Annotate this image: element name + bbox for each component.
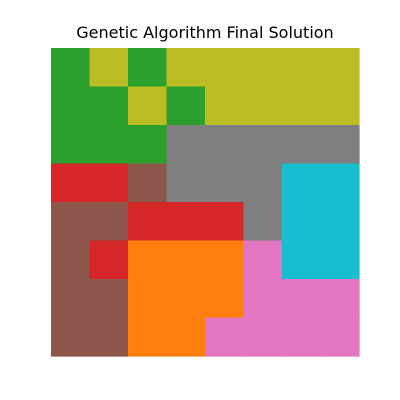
heatmap-cell-r3-c4 — [205, 163, 245, 203]
heatmap-cell-r0-c4 — [205, 48, 245, 88]
heatmap-cell-r1-c7 — [320, 86, 360, 126]
heatmap-cell-r3-c2 — [128, 163, 168, 203]
heatmap-cell-r1-c0 — [51, 86, 91, 126]
heatmap-cell-r6-c2 — [128, 279, 168, 319]
heatmap-cell-r4-c6 — [282, 202, 322, 242]
heatmap-cell-r3-c1 — [89, 163, 129, 203]
heatmap-cell-r3-c6 — [282, 163, 322, 203]
heatmap-cell-r3-c3 — [166, 163, 206, 203]
heatmap-cell-r2-c4 — [205, 125, 245, 165]
heatmap-cell-r5-c5 — [243, 240, 283, 280]
heatmap-cell-r6-c4 — [205, 279, 245, 319]
heatmap-cells — [51, 48, 360, 357]
heatmap-cell-r2-c2 — [128, 125, 168, 165]
heatmap-cell-r5-c0 — [51, 240, 91, 280]
heatmap-cell-r6-c6 — [282, 279, 322, 319]
heatmap-cell-r0-c2 — [128, 48, 168, 88]
heatmap-cell-r7-c4 — [205, 317, 245, 357]
chart-title: Genetic Algorithm Final Solution — [76, 23, 334, 42]
heatmap-cell-r5-c3 — [166, 240, 206, 280]
heatmap-cell-r6-c1 — [89, 279, 129, 319]
heatmap-cell-r2-c1 — [89, 125, 129, 165]
heatmap-cell-r3-c5 — [243, 163, 283, 203]
heatmap-cell-r2-c3 — [166, 125, 206, 165]
heatmap-cell-r1-c2 — [128, 86, 168, 126]
heatmap-cell-r5-c6 — [282, 240, 322, 280]
heatmap-cell-r3-c7 — [320, 163, 360, 203]
heatmap-cell-r4-c1 — [89, 202, 129, 242]
heatmap-cell-r4-c4 — [205, 202, 245, 242]
heatmap-cell-r2-c6 — [282, 125, 322, 165]
heatmap-cell-r5-c1 — [89, 240, 129, 280]
heatmap-cell-r6-c5 — [243, 279, 283, 319]
heatmap-cell-r7-c0 — [51, 317, 91, 357]
heatmap-cell-r6-c0 — [51, 279, 91, 319]
heatmap-cell-r0-c3 — [166, 48, 206, 88]
heatmap-cell-r1-c4 — [205, 86, 245, 126]
heatmap-cell-r5-c2 — [128, 240, 168, 280]
heatmap-cell-r0-c0 — [51, 48, 91, 88]
heatmap-cell-r6-c3 — [166, 279, 206, 319]
heatmap-cell-r1-c6 — [282, 86, 322, 126]
heatmap-cell-r0-c7 — [320, 48, 360, 88]
heatmap-cell-r1-c1 — [89, 86, 129, 126]
heatmap-cell-r0-c5 — [243, 48, 283, 88]
heatmap-cell-r1-c5 — [243, 86, 283, 126]
heatmap-cell-r7-c5 — [243, 317, 283, 357]
heatmap-cell-r2-c0 — [51, 125, 91, 165]
heatmap-cell-r0-c1 — [89, 48, 129, 88]
heatmap-cell-r7-c3 — [166, 317, 206, 357]
heatmap-cell-r3-c0 — [51, 163, 91, 203]
heatmap-cell-r2-c7 — [320, 125, 360, 165]
heatmap-cell-r7-c6 — [282, 317, 322, 357]
heatmap-cell-r2-c5 — [243, 125, 283, 165]
heatmap-cell-r4-c5 — [243, 202, 283, 242]
heatmap-cell-r4-c2 — [128, 202, 168, 242]
heatmap-cell-r4-c0 — [51, 202, 91, 242]
heatmap-cell-r0-c6 — [282, 48, 322, 88]
heatmap-cell-r7-c7 — [320, 317, 360, 357]
heatmap-cell-r4-c7 — [320, 202, 360, 242]
heatmap-cell-r5-c4 — [205, 240, 245, 280]
heatmap-cell-r7-c2 — [128, 317, 168, 357]
heatmap-cell-r4-c3 — [166, 202, 206, 242]
heatmap-cell-r6-c7 — [320, 279, 360, 319]
heatmap-cell-r5-c7 — [320, 240, 360, 280]
heatmap-cell-r7-c1 — [89, 317, 129, 357]
heatmap-cell-r1-c3 — [166, 86, 206, 126]
